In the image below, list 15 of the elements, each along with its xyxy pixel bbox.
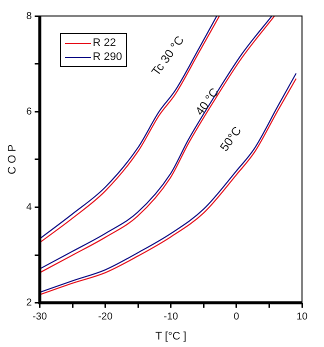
y-tick-label: 2 [26, 298, 32, 309]
y-axis-title: C O P [6, 144, 19, 174]
y-tick-label: 4 [26, 202, 32, 213]
annotation: Tc 30 °C [148, 32, 187, 78]
x-axis-title: T [°C ] [155, 330, 186, 342]
annotation: 40 °C [192, 85, 222, 118]
y-tick-label: 6 [26, 106, 32, 118]
x-tick-label: -10 [164, 312, 179, 323]
x-tick-label: 10 [296, 312, 308, 323]
x-tick-label: -20 [98, 312, 113, 323]
y-tick-label: 8 [26, 10, 32, 22]
x-tick-label: -30 [32, 312, 48, 323]
x-tick-label: 0 [234, 312, 240, 323]
legend-label: R 22 [92, 36, 116, 50]
legend-label: R 290 [92, 50, 122, 64]
